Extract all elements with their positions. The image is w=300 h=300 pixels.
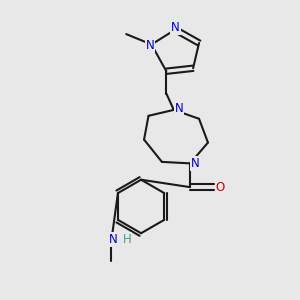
Text: H: H: [122, 233, 131, 246]
Text: N: N: [191, 157, 200, 170]
Text: O: O: [216, 181, 225, 194]
Text: N: N: [171, 21, 180, 34]
Text: N: N: [146, 40, 154, 52]
Text: N: N: [109, 233, 117, 246]
Text: N: N: [175, 102, 184, 115]
